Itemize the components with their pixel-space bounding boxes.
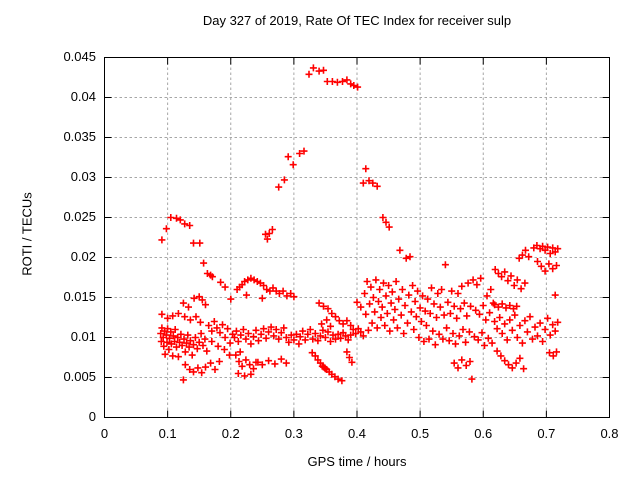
x-axis-label: GPS time / hours	[307, 454, 407, 469]
x-tick-label: 0.5	[411, 426, 430, 441]
x-tick-label: 0.1	[158, 426, 177, 441]
x-tick-label: 0.4	[347, 426, 367, 441]
y-tick-label: 0.035	[63, 128, 96, 144]
axis-ticks	[104, 57, 610, 418]
y-tick-label: 0.04	[70, 88, 96, 104]
grid-lines	[104, 57, 610, 418]
y-tick-label: 0.01	[70, 328, 96, 344]
y-tick-label: 0.005	[63, 368, 96, 384]
x-tick-label: 0	[100, 426, 109, 441]
scatter-points	[157, 64, 562, 385]
y-tick-label: 0.03	[70, 168, 96, 184]
x-tick-label: 0.2	[221, 426, 240, 441]
x-tick-label: 0.7	[537, 426, 556, 441]
chart-title: Day 327 of 2019, Rate Of TEC Index for r…	[202, 13, 512, 28]
x-tick-label: 0.6	[474, 426, 493, 441]
y-tick-label: 0.015	[63, 288, 96, 304]
y-tick-label: 0.045	[63, 48, 96, 64]
y-tick-label: 0	[88, 408, 96, 424]
y-tick-label: 0.02	[70, 248, 96, 264]
y-tick-label: 0.025	[63, 208, 96, 224]
x-tick-label: 0.3	[284, 426, 303, 441]
x-tick-label: 0.8	[600, 426, 619, 441]
